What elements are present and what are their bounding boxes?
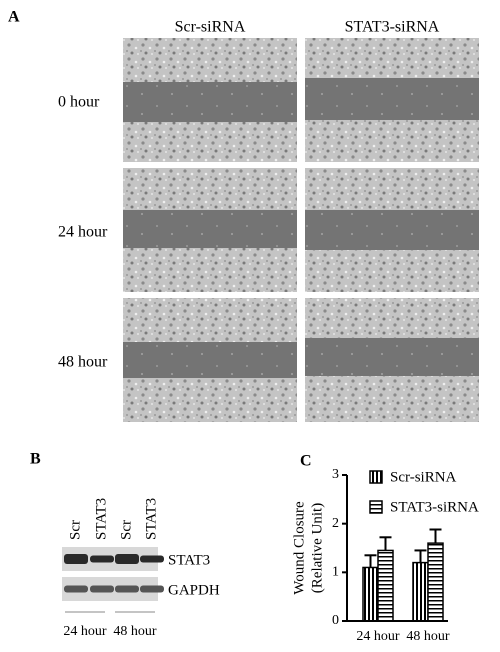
lane-label: STAT3 [93, 498, 109, 540]
x-tick-label: 24 hour [356, 629, 400, 644]
blot-band [115, 585, 139, 593]
panel-b: Scr STAT3 Scr STAT3 STAT3 GAPDH 24 hour 48 hour [62, 498, 220, 639]
wound-gap [305, 338, 479, 376]
error-bar [429, 528, 442, 544]
lane-label: Scr [67, 520, 83, 540]
error-bar [364, 554, 377, 568]
legend-label: STAT3-siRNA [390, 499, 479, 515]
bar [362, 566, 379, 622]
wound-gap [305, 78, 479, 120]
panel-c: Wound Closure (Relative Unit) 0 1 2 3 24 hour 4… [291, 467, 479, 644]
y-tick-label: 0 [332, 613, 339, 628]
x-tick-label: 48 hour [406, 629, 450, 644]
blot-band [90, 555, 114, 563]
wound-gap [123, 82, 297, 122]
group-label: 48 hour [113, 624, 157, 639]
bar [377, 549, 394, 622]
error-bar [379, 536, 392, 551]
y-axis-label: (Relative Unit) [309, 503, 325, 593]
legend-swatch [369, 500, 383, 514]
lane-label: STAT3 [143, 498, 159, 540]
y-axis-label: Wound Closure [291, 501, 307, 595]
error-bar [414, 549, 427, 563]
panel-a: Scr-siRNA STAT3-siRNA 0 hour 24 hour 48 hour [58, 19, 479, 422]
panel-label: B [30, 451, 41, 468]
group-label: 24 hour [63, 624, 107, 639]
band-label: GAPDH [168, 582, 220, 598]
y-tick-label: 1 [332, 565, 339, 580]
blot-band [90, 585, 114, 593]
y-tick-label: 2 [332, 516, 339, 531]
panel-label: A [8, 9, 20, 26]
wound-gap [305, 210, 479, 250]
panel-label: C [300, 453, 312, 470]
blot-band [64, 554, 88, 564]
row-label: 0 hour [58, 94, 100, 111]
blot-band [64, 585, 88, 593]
bar [412, 561, 429, 622]
wound-gap [123, 342, 297, 378]
blot-band [140, 555, 164, 563]
lane-label: Scr [118, 520, 134, 540]
legend-label: Scr-siRNA [390, 469, 457, 485]
wound-gap [123, 210, 297, 248]
blot-band [115, 554, 139, 564]
bar [427, 542, 444, 622]
band-label: STAT3 [168, 552, 210, 568]
y-tick-label: 3 [332, 467, 339, 482]
row-label: 48 hour [58, 354, 108, 371]
row-label: 24 hour [58, 224, 108, 241]
column-header: Scr-siRNA [175, 19, 246, 36]
column-header: STAT3-siRNA [345, 19, 440, 36]
blot-band [140, 585, 164, 593]
legend-swatch [369, 470, 383, 484]
